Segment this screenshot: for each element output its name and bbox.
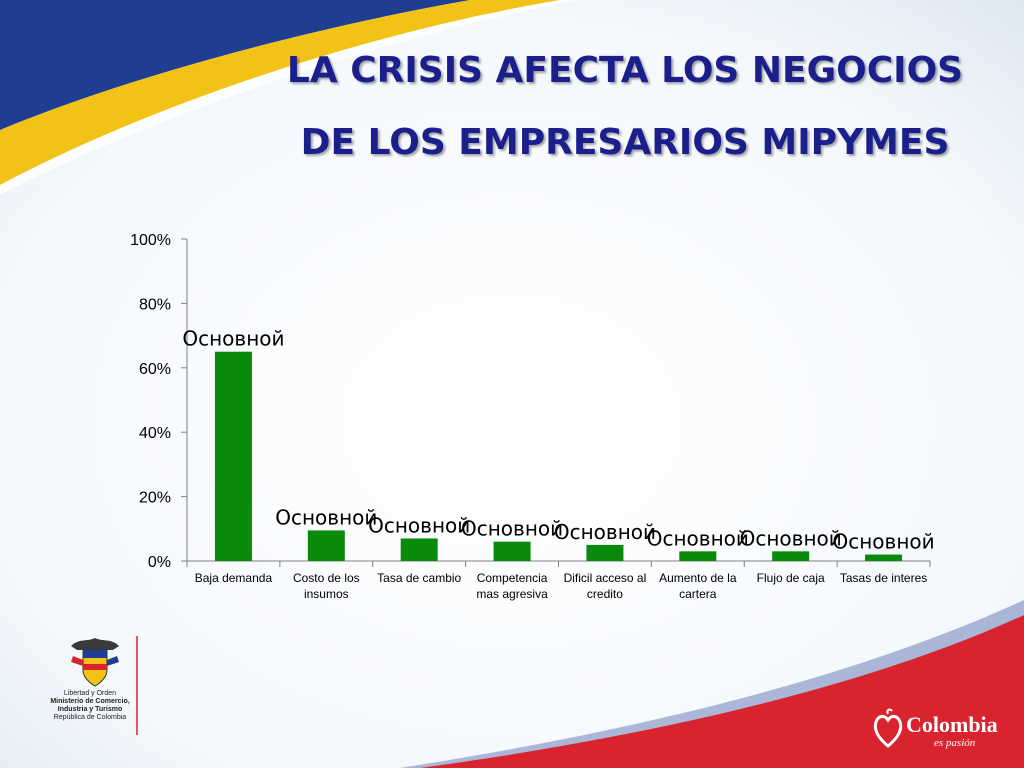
data-label: Основной xyxy=(461,517,563,541)
y-ticks: 0% 20% 40% 60% 80% 100% xyxy=(130,232,931,571)
brand-tagline: es pasión xyxy=(934,737,976,749)
data-label: Основной xyxy=(832,530,934,554)
top-yellow-stripe xyxy=(0,0,560,185)
bar xyxy=(214,351,252,561)
coat-of-arms-icon xyxy=(71,638,119,687)
category-label: Tasa de cambio xyxy=(377,571,461,585)
category-label: mas agresiva xyxy=(476,587,548,601)
data-label: Основной xyxy=(740,526,842,550)
category-label: Competencia xyxy=(477,571,548,585)
data-label: Основной xyxy=(554,520,656,544)
ministry-line-3: Industria y Turismo xyxy=(57,706,123,713)
y-tick-label: 100% xyxy=(130,232,171,249)
bars xyxy=(214,351,903,561)
heart-logo-icon xyxy=(873,708,903,748)
ministry-line-1: Libertad y Orden xyxy=(63,690,117,697)
category-label: Aumento de la xyxy=(659,571,737,585)
category-label: Dificil acceso al xyxy=(564,571,647,585)
bar xyxy=(772,551,810,561)
y-tick-label: 20% xyxy=(139,490,171,507)
data-labels: ОсновнойОсновнойОсновнойОсновнойОсновной… xyxy=(182,327,934,554)
y-tick-label: 60% xyxy=(139,361,171,378)
top-blue-stripe xyxy=(0,0,470,130)
bar xyxy=(400,538,438,561)
bar xyxy=(493,541,531,561)
bar xyxy=(307,530,345,561)
data-label: Основной xyxy=(182,327,284,351)
category-label: Flujo de caja xyxy=(757,571,825,585)
data-label: Основной xyxy=(647,526,749,550)
ministry-line-4: República de Colombia xyxy=(53,714,127,721)
data-label: Основной xyxy=(275,505,377,529)
bottom-red-stripe xyxy=(420,615,1024,768)
bar xyxy=(865,554,903,561)
title-line-1: LA CRISIS AFECTA LOS NEGOCIOS xyxy=(286,50,964,91)
y-tick-label: 80% xyxy=(139,296,171,313)
category-label: insumos xyxy=(304,587,349,601)
ministry-text: Libertad y Orden Ministerio de Comercio,… xyxy=(45,690,135,722)
bar xyxy=(586,544,624,561)
ministry-line-2: Ministerio de Comercio, xyxy=(50,698,130,705)
bar xyxy=(679,551,717,561)
category-label: Costo de los xyxy=(293,571,360,585)
category-labels: Baja demanda Costo de los insumos Tasa de c… xyxy=(195,571,928,601)
title-line-2: DE LOS EMPRESARIOS MIPYMES xyxy=(300,122,950,163)
brand-name: Colombia xyxy=(906,712,998,737)
category-label: cartera xyxy=(679,587,717,601)
y-tick-label: 40% xyxy=(139,425,171,442)
category-label: Tasas de interes xyxy=(840,571,927,585)
y-tick-label: 0% xyxy=(148,554,171,571)
data-label: Основной xyxy=(368,513,470,537)
category-label: Baja demanda xyxy=(195,571,273,585)
category-label: credito xyxy=(587,587,623,601)
